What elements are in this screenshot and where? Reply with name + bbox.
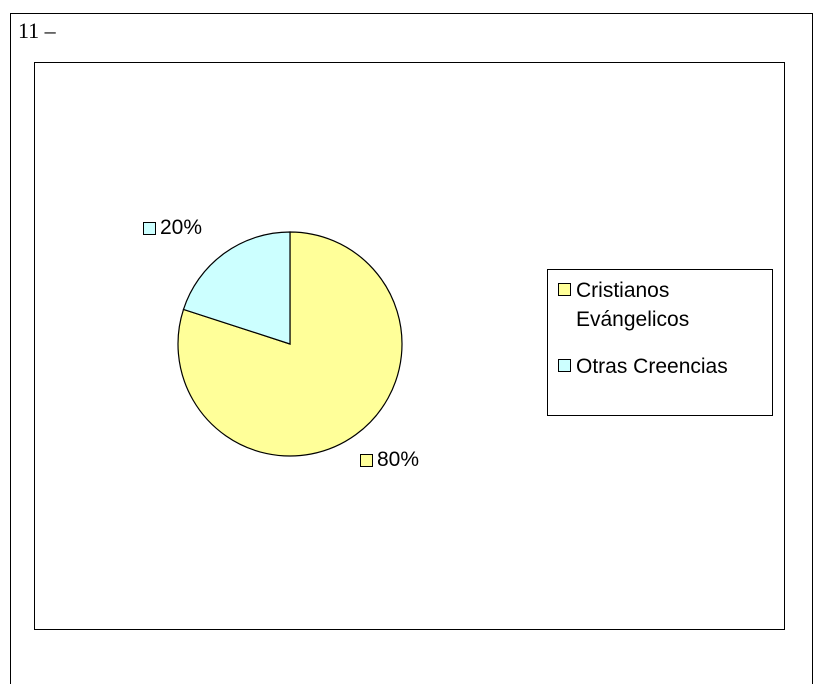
legend-label-otras-creencias: Otras Creencias xyxy=(576,355,728,378)
legend-label-cristianos: Cristianos Evángelicos xyxy=(576,279,690,331)
legend: Cristianos Evángelicos Otras Creencias xyxy=(547,269,773,416)
legend-swatch-otras-creencias xyxy=(558,359,571,372)
data-label-cristianos: 80% xyxy=(360,448,419,472)
pie-slice-otras-creencias xyxy=(182,231,291,345)
legend-swatch-cristianos xyxy=(558,283,571,296)
data-label-swatch-otras-creencias xyxy=(143,221,156,235)
data-label-swatch-cristianos xyxy=(360,453,373,467)
data-label-otras-creencias: 20% xyxy=(143,216,202,240)
page-heading: 11 – xyxy=(18,18,56,43)
legend-item-otras-creencias: Otras Creencias xyxy=(558,352,776,381)
data-label-text-cristianos: 80% xyxy=(377,448,420,471)
data-label-text-otras-creencias: 20% xyxy=(160,216,203,239)
legend-item-cristianos: Cristianos Evángelicos xyxy=(558,276,776,334)
